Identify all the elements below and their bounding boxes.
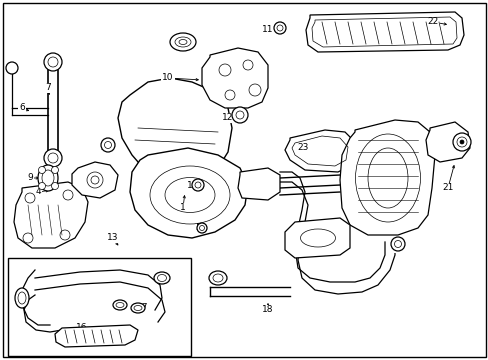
Circle shape <box>394 240 401 248</box>
Text: 19: 19 <box>212 274 224 283</box>
Text: 12: 12 <box>222 113 233 122</box>
Text: 23: 23 <box>297 144 308 153</box>
Text: 10: 10 <box>162 73 173 82</box>
Ellipse shape <box>170 33 196 51</box>
Circle shape <box>39 166 45 174</box>
Polygon shape <box>72 162 118 198</box>
Polygon shape <box>238 168 280 200</box>
Circle shape <box>25 193 35 203</box>
Text: 20: 20 <box>391 243 403 252</box>
Polygon shape <box>339 120 434 235</box>
Circle shape <box>104 141 111 148</box>
Circle shape <box>459 140 463 144</box>
Ellipse shape <box>208 271 226 285</box>
Ellipse shape <box>38 165 58 191</box>
Text: 13: 13 <box>107 234 119 243</box>
Polygon shape <box>130 148 247 238</box>
Circle shape <box>219 64 230 76</box>
Ellipse shape <box>175 37 191 47</box>
Circle shape <box>276 25 283 31</box>
Circle shape <box>44 53 62 71</box>
Circle shape <box>39 183 45 189</box>
Circle shape <box>273 22 285 34</box>
Circle shape <box>48 57 58 67</box>
Circle shape <box>456 137 466 147</box>
Circle shape <box>51 166 59 174</box>
Text: 18: 18 <box>262 306 273 315</box>
Polygon shape <box>202 48 267 108</box>
Text: 7: 7 <box>45 84 51 93</box>
Circle shape <box>192 179 203 191</box>
Circle shape <box>91 176 99 184</box>
Text: 22: 22 <box>427 18 438 27</box>
Polygon shape <box>285 218 349 258</box>
Text: 5: 5 <box>195 224 201 233</box>
Text: 17: 17 <box>137 303 148 312</box>
Ellipse shape <box>131 303 145 313</box>
Polygon shape <box>285 130 354 172</box>
Text: 21: 21 <box>442 184 453 193</box>
Polygon shape <box>118 78 231 182</box>
Polygon shape <box>425 122 469 162</box>
Circle shape <box>197 223 206 233</box>
Circle shape <box>236 111 244 119</box>
Circle shape <box>390 237 404 251</box>
Ellipse shape <box>213 274 223 282</box>
Text: 2: 2 <box>100 144 105 153</box>
Circle shape <box>23 233 33 243</box>
Circle shape <box>231 107 247 123</box>
Text: 14: 14 <box>187 180 198 189</box>
Circle shape <box>51 183 59 189</box>
Ellipse shape <box>157 274 166 282</box>
Ellipse shape <box>113 300 127 310</box>
Circle shape <box>44 149 62 167</box>
Circle shape <box>199 225 204 230</box>
Circle shape <box>452 133 470 151</box>
Circle shape <box>224 90 235 100</box>
Circle shape <box>195 182 201 188</box>
Ellipse shape <box>15 288 29 308</box>
Polygon shape <box>55 325 138 347</box>
Bar <box>8 258 191 356</box>
Text: 6: 6 <box>19 104 25 112</box>
Text: 16: 16 <box>76 324 87 333</box>
Text: 11: 11 <box>262 26 273 35</box>
Circle shape <box>6 62 18 74</box>
Circle shape <box>60 230 70 240</box>
Text: 9: 9 <box>27 174 33 183</box>
Text: 8: 8 <box>102 179 108 188</box>
Circle shape <box>87 172 103 188</box>
Circle shape <box>48 153 58 163</box>
Bar <box>329 120 484 350</box>
Circle shape <box>63 190 73 200</box>
Ellipse shape <box>18 292 26 304</box>
Ellipse shape <box>42 170 54 186</box>
Circle shape <box>243 60 252 70</box>
Circle shape <box>101 138 115 152</box>
Ellipse shape <box>154 272 170 284</box>
Text: 3: 3 <box>180 33 185 42</box>
Text: 4: 4 <box>35 188 41 197</box>
Circle shape <box>248 84 261 96</box>
Polygon shape <box>305 12 463 52</box>
Text: 15: 15 <box>16 293 28 302</box>
Polygon shape <box>14 182 88 248</box>
Text: 1: 1 <box>180 203 185 212</box>
